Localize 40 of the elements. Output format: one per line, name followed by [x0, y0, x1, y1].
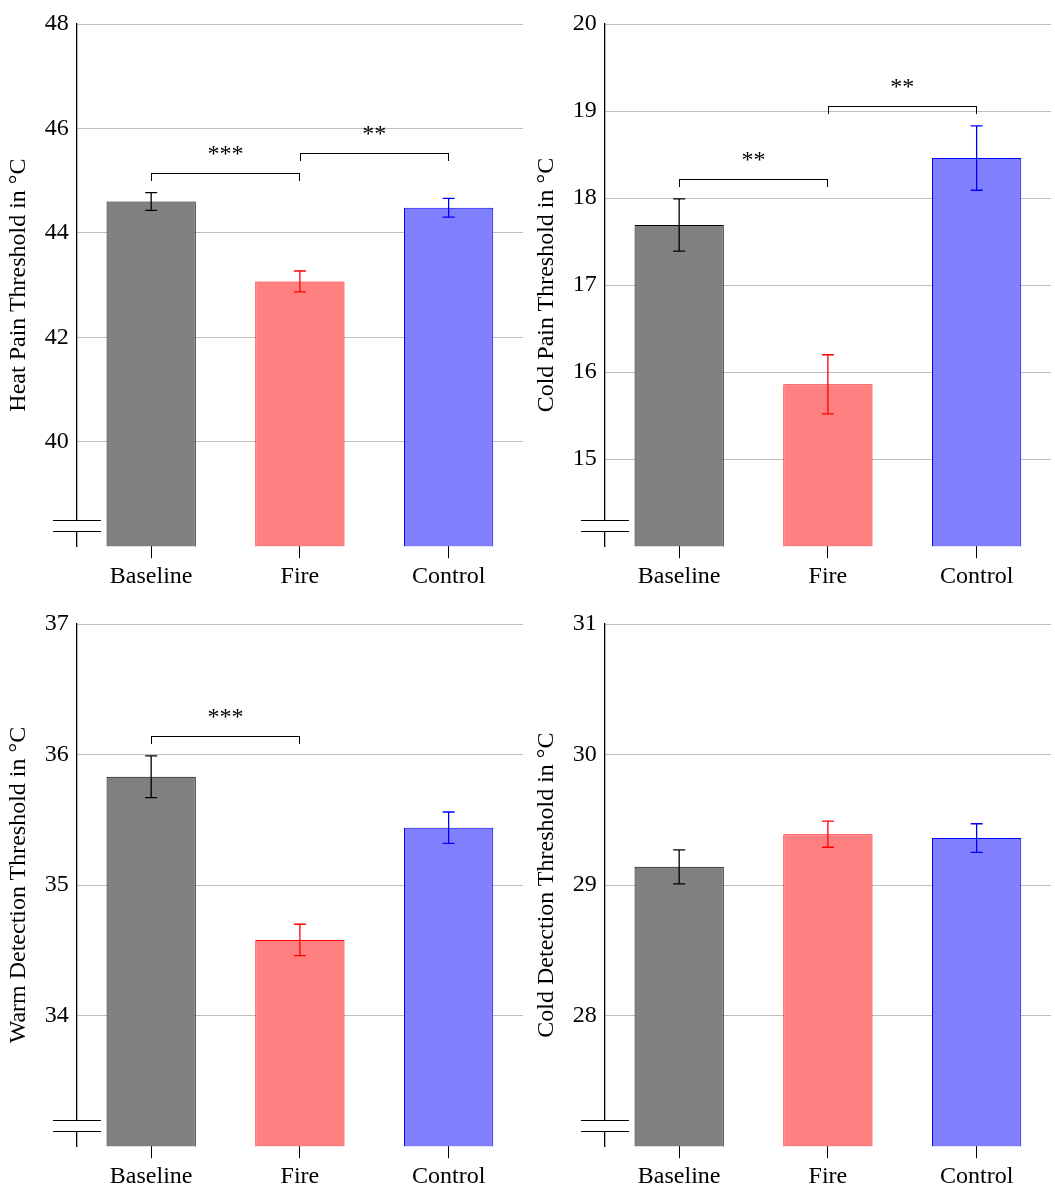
x-tick-label: Control [411, 561, 486, 588]
x-tick-label: Fire [280, 561, 320, 588]
x-tick-label: Fire [280, 1161, 320, 1188]
y-tick-label: 48 [44, 9, 69, 36]
y-tick-label: 19 [572, 96, 597, 123]
x-tick-label: Control [411, 1161, 486, 1188]
y-tick-label: 16 [572, 357, 597, 384]
y-axis-title: Warm Detection Threshold in °C [3, 726, 30, 1044]
x-tick-label: Baseline [637, 561, 721, 588]
x-tick-label: Baseline [109, 1161, 193, 1188]
y-tick-label: 44 [44, 218, 69, 245]
y-tick-label: 37 [44, 609, 69, 636]
y-tick-label: 28 [572, 1000, 597, 1027]
x-tick-label: Fire [808, 1161, 848, 1188]
annotation: ** [890, 72, 915, 100]
x-tick-label: Control [939, 1161, 1014, 1188]
y-tick-label: 35 [44, 870, 69, 897]
annotation: ** [362, 119, 387, 147]
y-tick-label: 34 [44, 1000, 69, 1027]
y-tick-label: 29 [572, 870, 597, 897]
y-tick-label: 30 [572, 739, 597, 766]
x-tick-label: Fire [808, 561, 848, 588]
annotation: *** [207, 702, 244, 730]
y-tick-label: 42 [44, 322, 69, 349]
y-tick-label: 15 [572, 444, 597, 471]
annotation: *** [207, 139, 244, 167]
x-tick-label: Control [939, 561, 1014, 588]
y-axis-title: Heat Pain Threshold in °C [3, 158, 30, 412]
y-axis-title: Cold Pain Threshold in °C [531, 157, 558, 413]
x-tick-label: Baseline [109, 561, 193, 588]
y-axis-title: Cold Detection Threshold in °C [531, 732, 558, 1038]
annotation: ** [741, 145, 766, 173]
y-tick-label: 17 [572, 270, 597, 297]
y-tick-label: 18 [572, 183, 597, 210]
y-tick-label: 36 [44, 739, 69, 766]
y-tick-label: 20 [572, 9, 597, 36]
y-tick-label: 40 [44, 427, 69, 454]
x-tick-label: Baseline [637, 1161, 721, 1188]
y-tick-label: 31 [572, 609, 597, 636]
y-tick-label: 46 [44, 113, 69, 140]
